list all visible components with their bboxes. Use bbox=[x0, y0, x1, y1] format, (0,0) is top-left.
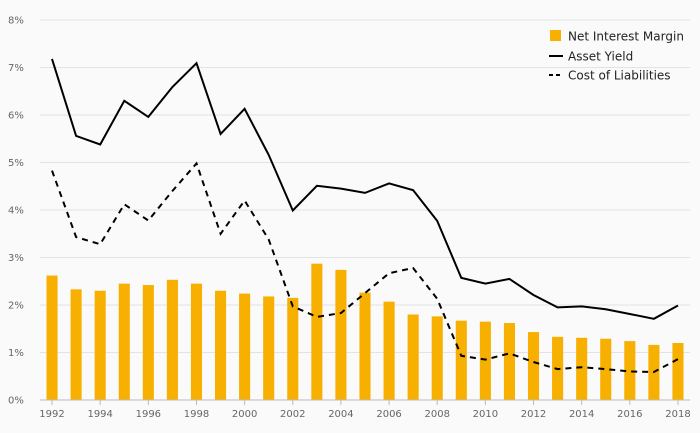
x-tick-label: 2012 bbox=[521, 409, 546, 420]
y-tick-label: 5% bbox=[8, 158, 24, 169]
x-tick-label: 1994 bbox=[87, 409, 112, 420]
x-tick-label: 2000 bbox=[232, 409, 257, 420]
bar-1994 bbox=[94, 290, 106, 400]
bar-2003 bbox=[311, 263, 323, 400]
legend-label: Asset Yield bbox=[568, 50, 633, 64]
legend-label: Net Interest Margin bbox=[568, 30, 684, 44]
x-axis: 1992 1994 1996 1998 2000 2002 2004 2006 2008 2010… bbox=[39, 399, 691, 420]
x-tick-label: 2008 bbox=[424, 409, 449, 420]
bar-2004 bbox=[335, 269, 347, 400]
y-tick-label: 1% bbox=[8, 348, 24, 359]
bar-1995 bbox=[118, 283, 130, 400]
x-tick-label: 2002 bbox=[280, 409, 305, 420]
bar-2016 bbox=[624, 341, 636, 400]
y-tick-label: 7% bbox=[8, 63, 24, 74]
x-tick-label: 2018 bbox=[665, 409, 690, 420]
x-tick-label: 1998 bbox=[184, 409, 209, 420]
y-tick-label: 6% bbox=[8, 111, 24, 122]
bar-2001 bbox=[263, 296, 275, 400]
legend-label: Cost of Liabilities bbox=[568, 69, 671, 83]
y-tick-label: 4% bbox=[8, 206, 24, 217]
bar-2012 bbox=[527, 332, 540, 400]
bar-2009 bbox=[455, 320, 467, 400]
y-tick-label: 8% bbox=[8, 16, 24, 27]
bar-2002 bbox=[287, 297, 299, 400]
bar-2015 bbox=[600, 338, 612, 400]
legend-swatch-bar bbox=[550, 30, 561, 41]
bar-1996 bbox=[142, 285, 154, 400]
bar-2014 bbox=[576, 337, 588, 400]
bar-2011 bbox=[503, 323, 515, 400]
bar-2006 bbox=[383, 301, 395, 400]
x-tick-label: 2014 bbox=[569, 409, 594, 420]
bar-2005 bbox=[359, 292, 371, 400]
x-tick-label: 1992 bbox=[39, 409, 64, 420]
y-tick-label: 2% bbox=[8, 301, 24, 312]
y-axis: 0% 1% 2% 3% 4% 5% 6% 7% 8% bbox=[8, 16, 24, 407]
x-tick-label: 2004 bbox=[328, 409, 353, 420]
bar-1992 bbox=[46, 275, 58, 400]
bar-2008 bbox=[431, 316, 443, 400]
y-tick-label: 0% bbox=[8, 396, 24, 407]
x-tick-label: 2016 bbox=[617, 409, 642, 420]
bar-2000 bbox=[239, 293, 251, 400]
bar-series-net-interest-margin bbox=[46, 263, 684, 400]
bar-2007 bbox=[407, 314, 419, 400]
x-tick-label: 2010 bbox=[473, 409, 498, 420]
line-series bbox=[51, 58, 679, 374]
bar-2010 bbox=[479, 321, 491, 400]
bar-1999 bbox=[215, 290, 227, 400]
line-asset-yield bbox=[51, 58, 679, 320]
bar-1998 bbox=[190, 283, 203, 400]
bar-1997 bbox=[166, 279, 178, 400]
legend: Net Interest Margin Asset Yield Cost of Li… bbox=[549, 30, 684, 83]
y-tick-label: 3% bbox=[8, 253, 24, 264]
x-tick-label: 2006 bbox=[376, 409, 401, 420]
bar-2018 bbox=[672, 343, 684, 400]
x-tick-label: 1996 bbox=[136, 409, 161, 420]
bar-1993 bbox=[70, 289, 82, 400]
